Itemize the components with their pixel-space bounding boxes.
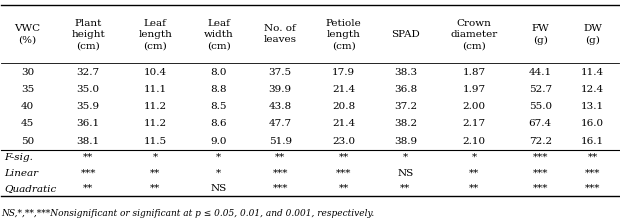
Text: 16.0: 16.0: [581, 119, 604, 128]
Text: 11.4: 11.4: [581, 67, 604, 77]
Text: 32.7: 32.7: [76, 67, 100, 77]
Text: 10.4: 10.4: [144, 67, 167, 77]
Text: **: **: [587, 153, 598, 162]
Text: **: **: [150, 184, 161, 193]
Text: **: **: [83, 184, 93, 193]
Text: ***: ***: [533, 184, 548, 193]
Text: 36.8: 36.8: [394, 85, 417, 94]
Text: 20.8: 20.8: [332, 102, 355, 111]
Text: **: **: [469, 184, 479, 193]
Text: NS,*,**,***Nonsignificant or significant at p ≤ 0.05, 0.01, and 0.001, respectiv: NS,*,**,***Nonsignificant or significant…: [1, 209, 374, 218]
Text: 38.2: 38.2: [394, 119, 417, 128]
Text: 38.1: 38.1: [76, 137, 100, 146]
Text: ***: ***: [336, 168, 352, 178]
Text: 21.4: 21.4: [332, 85, 355, 94]
Text: 8.8: 8.8: [210, 85, 227, 94]
Text: Leaf
length
(cm): Leaf length (cm): [138, 19, 172, 50]
Text: 2.17: 2.17: [463, 119, 486, 128]
Text: 38.3: 38.3: [394, 67, 417, 77]
Text: 23.0: 23.0: [332, 137, 355, 146]
Text: 55.0: 55.0: [529, 102, 552, 111]
Text: 43.8: 43.8: [268, 102, 292, 111]
Text: 11.2: 11.2: [144, 119, 167, 128]
Text: **: **: [469, 168, 479, 178]
Text: Leaf
width
(cm): Leaf width (cm): [204, 19, 234, 50]
Text: 1.87: 1.87: [463, 67, 486, 77]
Text: Plant
height
(cm): Plant height (cm): [71, 19, 105, 50]
Text: 13.1: 13.1: [581, 102, 604, 111]
Text: 16.1: 16.1: [581, 137, 604, 146]
Text: 51.9: 51.9: [268, 137, 292, 146]
Text: 8.0: 8.0: [210, 67, 227, 77]
Text: 37.5: 37.5: [268, 67, 292, 77]
Text: 35.0: 35.0: [76, 85, 100, 94]
Text: **: **: [150, 168, 161, 178]
Text: **: **: [339, 184, 349, 193]
Text: *: *: [472, 153, 477, 162]
Text: 11.1: 11.1: [144, 85, 167, 94]
Text: 11.2: 11.2: [144, 102, 167, 111]
Text: 8.5: 8.5: [210, 102, 227, 111]
Text: 8.6: 8.6: [210, 119, 227, 128]
Text: *: *: [216, 153, 221, 162]
Text: NS: NS: [210, 184, 227, 193]
Text: **: **: [83, 153, 93, 162]
Text: 38.9: 38.9: [394, 137, 417, 146]
Text: 47.7: 47.7: [268, 119, 292, 128]
Text: 30: 30: [21, 67, 34, 77]
Text: ***: ***: [273, 184, 288, 193]
Text: 37.2: 37.2: [394, 102, 417, 111]
Text: F-sig.: F-sig.: [4, 153, 33, 162]
Text: **: **: [401, 184, 410, 193]
Text: ***: ***: [273, 168, 288, 178]
Text: No. of
leaves: No. of leaves: [264, 24, 297, 44]
Text: 9.0: 9.0: [210, 137, 227, 146]
Text: 39.9: 39.9: [268, 85, 292, 94]
Text: Quadratic: Quadratic: [4, 184, 56, 193]
Text: *: *: [403, 153, 408, 162]
Text: **: **: [275, 153, 285, 162]
Text: FW
(g): FW (g): [531, 24, 549, 44]
Text: 12.4: 12.4: [581, 85, 604, 94]
Text: *: *: [216, 168, 221, 178]
Text: 67.4: 67.4: [529, 119, 552, 128]
Text: VWC
(%): VWC (%): [14, 24, 40, 44]
Text: 11.5: 11.5: [144, 137, 167, 146]
Text: 21.4: 21.4: [332, 119, 355, 128]
Text: Petiole
length
(cm): Petiole length (cm): [326, 19, 361, 50]
Text: ***: ***: [533, 153, 548, 162]
Text: SPAD: SPAD: [391, 30, 420, 39]
Text: ***: ***: [585, 184, 600, 193]
Text: 1.97: 1.97: [463, 85, 486, 94]
Text: 72.2: 72.2: [529, 137, 552, 146]
Text: NS: NS: [397, 168, 414, 178]
Text: **: **: [339, 153, 349, 162]
Text: ***: ***: [585, 168, 600, 178]
Text: 52.7: 52.7: [529, 85, 552, 94]
Text: 35.9: 35.9: [76, 102, 100, 111]
Text: 45: 45: [21, 119, 34, 128]
Text: ***: ***: [81, 168, 95, 178]
Text: Linear: Linear: [4, 168, 38, 178]
Text: 2.10: 2.10: [463, 137, 486, 146]
Text: 2.00: 2.00: [463, 102, 486, 111]
Text: DW
(g): DW (g): [583, 24, 602, 44]
Text: 44.1: 44.1: [529, 67, 552, 77]
Text: Crown
diameter
(cm): Crown diameter (cm): [451, 19, 498, 50]
Text: *: *: [153, 153, 157, 162]
Text: 40: 40: [21, 102, 34, 111]
Text: 50: 50: [21, 137, 34, 146]
Text: 35: 35: [21, 85, 34, 94]
Text: 36.1: 36.1: [76, 119, 100, 128]
Text: ***: ***: [533, 168, 548, 178]
Text: 17.9: 17.9: [332, 67, 355, 77]
